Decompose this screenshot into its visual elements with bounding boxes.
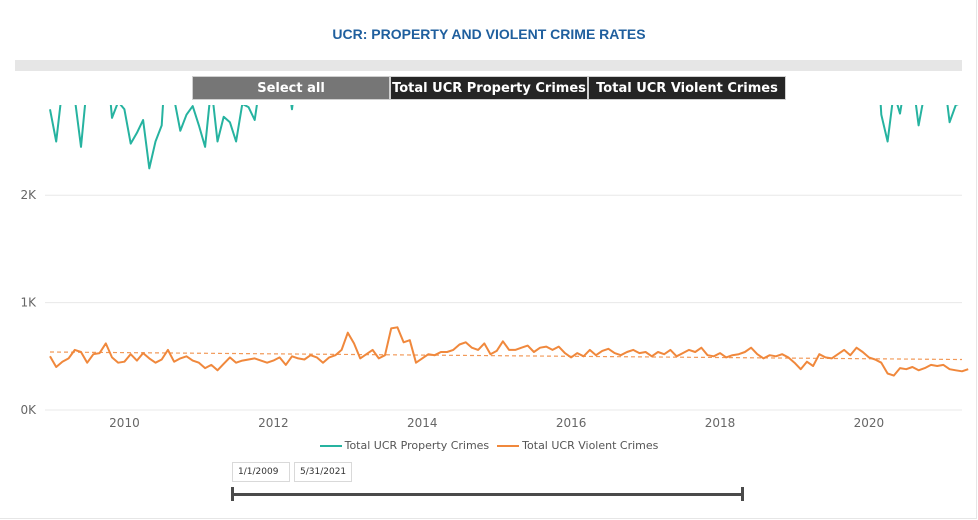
chart-title: UCR: PROPERTY AND VIOLENT CRIME RATES <box>332 26 646 42</box>
y-tick-label: 2K <box>20 188 37 202</box>
x-tick-label: 2016 <box>556 416 587 430</box>
property-crimes-line <box>49 105 959 170</box>
date-range-end-handle[interactable] <box>741 487 744 501</box>
header-band <box>15 60 962 71</box>
series-slicer: Select all Total UCR Property Crimes Tot… <box>192 76 786 100</box>
date-range-track[interactable] <box>232 493 744 496</box>
legend-label-violent: Total UCR Violent Crimes <box>522 439 659 452</box>
x-tick-label: 2020 <box>854 416 885 430</box>
end-date-input[interactable]: 5/31/2021 <box>294 462 352 482</box>
legend: Total UCR Property Crimes Total UCR Viol… <box>0 439 978 452</box>
line-chart: 0K1K2K3K4K5K201020122014201620182020 <box>20 105 969 430</box>
slicer-select-all-button[interactable]: Select all <box>192 76 390 100</box>
start-date-input[interactable]: 1/1/2009 <box>232 462 290 482</box>
date-range-start-handle[interactable] <box>231 487 234 501</box>
x-tick-label: 2014 <box>407 416 438 430</box>
slicer-violent-crimes-button[interactable]: Total UCR Violent Crimes <box>588 76 786 100</box>
legend-swatch-violent <box>497 444 520 447</box>
legend-label-property: Total UCR Property Crimes <box>344 439 490 452</box>
x-tick-label: 2012 <box>258 416 289 430</box>
violent-crimes-trendline <box>49 351 963 361</box>
legend-item-violent[interactable]: Total UCR Violent Crimes <box>497 439 658 452</box>
x-tick-label: 2010 <box>109 416 140 430</box>
y-tick-label: 1K <box>20 296 37 310</box>
legend-item-property[interactable]: Total UCR Property Crimes <box>319 439 490 452</box>
legend-swatch-property <box>319 444 342 447</box>
slicer-property-crimes-button[interactable]: Total UCR Property Crimes <box>390 76 588 100</box>
violent-crimes-line <box>49 326 969 377</box>
x-tick-label: 2018 <box>705 416 736 430</box>
y-tick-label: 0K <box>20 403 37 417</box>
